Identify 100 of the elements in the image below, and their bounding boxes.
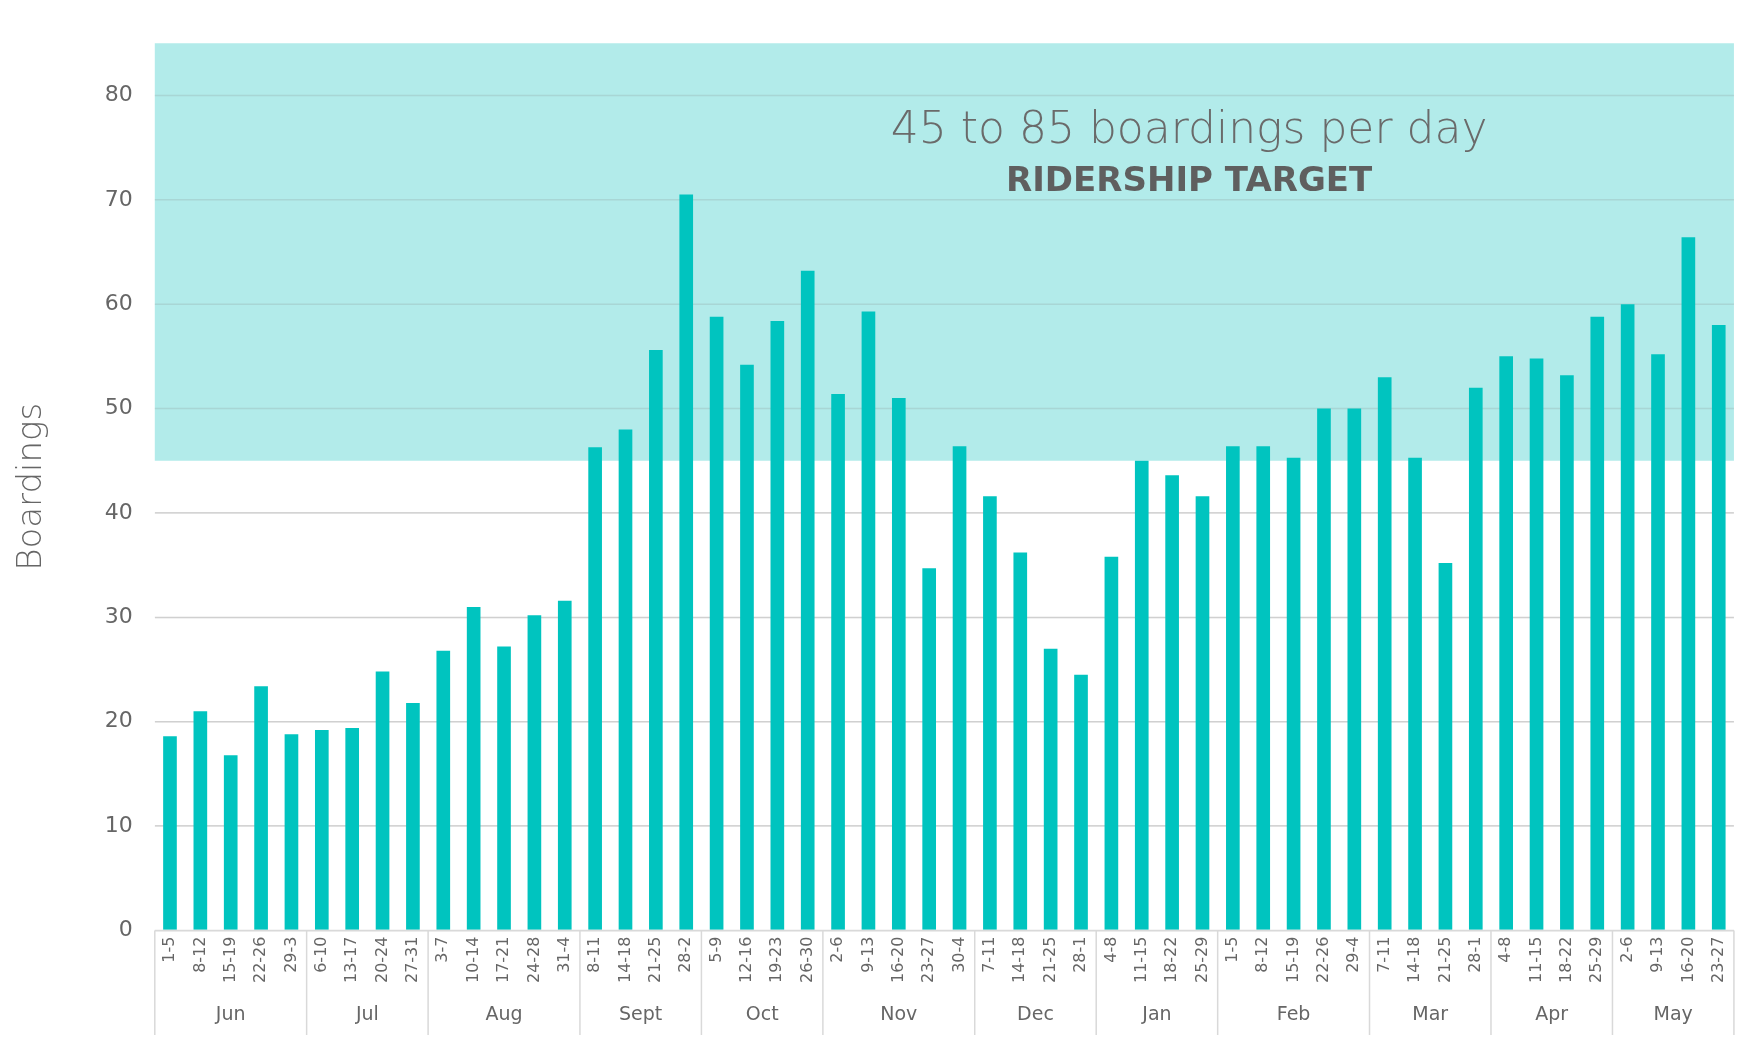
bar (831, 393, 845, 930)
x-tick-label: 7-11 (979, 936, 999, 973)
x-tick-label: 2-6 (1616, 936, 1636, 963)
bar (952, 446, 967, 930)
y-axis-title: Boardings (9, 402, 50, 571)
x-tick-label: 15-19 (1282, 936, 1302, 984)
text: Jul (354, 1001, 379, 1024)
x-tick-label: 18-22 (1161, 936, 1181, 984)
x-tick-label: 9-13 (857, 936, 877, 973)
x-tick-label: 11-15 (1130, 936, 1150, 984)
y-tick-label: 40 (104, 498, 133, 524)
x-tick-label: 7-11 (1373, 936, 1393, 973)
bar (588, 447, 602, 930)
bar (1438, 563, 1453, 930)
bar (1651, 354, 1665, 930)
y-tick-label: 10 (104, 811, 133, 837)
x-tick-label: 11-15 (1525, 936, 1545, 984)
x-tick-label: 25-29 (1191, 936, 1211, 984)
x-tick-label: 21-25 (645, 936, 665, 984)
bar (163, 736, 177, 930)
x-tick-label: 17-21 (493, 936, 513, 984)
bar (284, 734, 299, 930)
x-tick-label: 14-18 (1009, 936, 1029, 984)
bar (1347, 408, 1362, 930)
bar (1590, 316, 1605, 930)
text: May (1653, 1001, 1693, 1024)
x-tick-label: 15-19 (219, 936, 239, 984)
x-tick-label: 4-8 (1100, 936, 1120, 963)
y-tick-label: 80 (104, 81, 133, 107)
x-tick-label: 19-23 (766, 936, 786, 984)
bar (1529, 358, 1544, 930)
bar (1134, 460, 1149, 930)
bar (679, 194, 694, 930)
text: Mar (1412, 1001, 1449, 1024)
bar (983, 496, 997, 930)
bar (891, 398, 906, 930)
bar (1620, 304, 1635, 930)
x-tick-label: 23-27 (918, 936, 938, 984)
x-tick-label: 13-17 (341, 936, 361, 984)
bar (1074, 674, 1088, 930)
x-tick-label: 9-13 (1647, 936, 1667, 973)
x-tick-label: 21-25 (1039, 936, 1059, 984)
y-tick-label: 50 (104, 394, 133, 420)
bar (861, 311, 876, 930)
bar (254, 686, 268, 930)
text: Dec (1017, 1001, 1054, 1024)
text: Jun (214, 1001, 246, 1024)
x-tick-label: 10-14 (462, 936, 482, 984)
text: Nov (880, 1001, 918, 1024)
x-tick-label: 3-7 (432, 936, 452, 963)
bar (740, 364, 754, 930)
bar (1711, 325, 1726, 930)
x-tick-label: 29-4 (1343, 936, 1363, 973)
x-tick-label: 26-30 (796, 936, 816, 984)
y-tick-label: 0 (118, 916, 133, 942)
x-tick-label: 28-2 (675, 936, 695, 973)
bar (770, 320, 785, 930)
x-tick-label: 14-18 (1404, 936, 1424, 984)
bar (1043, 648, 1058, 930)
bar (1408, 457, 1422, 930)
bar (314, 730, 329, 930)
x-tick-label: 29-3 (280, 936, 300, 973)
y-tick-label: 60 (104, 289, 133, 315)
bar (193, 711, 208, 930)
bar (1104, 556, 1119, 930)
x-tick-label: 8-12 (189, 936, 209, 973)
bar (1286, 457, 1301, 930)
x-tick-label: 8-12 (1252, 936, 1272, 973)
bar (345, 727, 360, 930)
bar (1499, 356, 1513, 930)
x-tick-label: 22-26 (1313, 936, 1333, 984)
x-tick-label: 27-31 (402, 936, 422, 984)
y-tick-label: 30 (104, 603, 133, 629)
x-tick-label: 22-26 (250, 936, 270, 984)
bar (1681, 237, 1696, 930)
x-tick-label: 24-28 (523, 936, 543, 984)
x-tick-label: 5-9 (705, 936, 725, 963)
bar (618, 429, 633, 930)
bar (800, 270, 815, 930)
text: Oct (745, 1001, 779, 1024)
bar (557, 600, 572, 930)
bar (649, 350, 663, 930)
bar (1226, 446, 1240, 930)
bar (1468, 387, 1483, 930)
x-tick-label: 28-1 (1464, 936, 1484, 973)
text: Aug (485, 1001, 523, 1024)
bar (1165, 475, 1179, 930)
x-tick-label: 25-29 (1586, 936, 1606, 984)
text: Apr (1535, 1001, 1569, 1024)
x-tick-label: 23-27 (1707, 936, 1727, 984)
y-tick-label: 20 (104, 707, 133, 733)
bar (709, 316, 724, 930)
x-tick-label: 1-5 (159, 936, 179, 963)
text: Jan (1141, 1001, 1172, 1024)
text: Sept (619, 1001, 663, 1024)
x-tick-label: 31-4 (553, 936, 573, 973)
x-tick-label: 2-6 (827, 936, 847, 963)
bar (922, 568, 937, 930)
bar (1195, 496, 1210, 930)
x-tick-label: 30-4 (948, 936, 968, 973)
